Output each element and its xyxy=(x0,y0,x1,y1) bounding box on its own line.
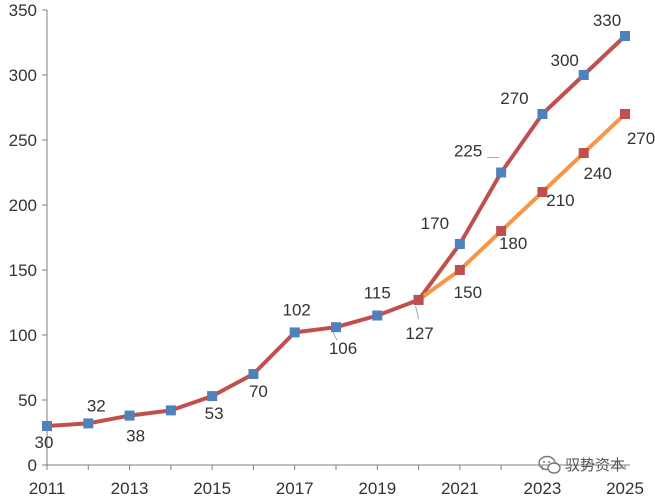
x-tick-label: 2015 xyxy=(193,479,231,498)
y-tick-label: 0 xyxy=(28,456,37,475)
series-line-1 xyxy=(46,34,627,428)
data-label: 127 xyxy=(405,324,433,343)
y-tick-label: 300 xyxy=(9,66,37,85)
y-tick-label: 250 xyxy=(9,131,37,150)
data-point-marker xyxy=(289,327,300,338)
chart-series-lines xyxy=(46,34,627,428)
data-point-marker xyxy=(496,167,507,178)
data-point-marker xyxy=(620,31,630,41)
watermark: 驭势资本 xyxy=(538,455,625,474)
data-label: 225 xyxy=(454,142,482,161)
x-tick-label: 2021 xyxy=(441,479,479,498)
data-label: 115 xyxy=(364,284,391,303)
data-label: 102 xyxy=(283,300,311,319)
data-label: 53 xyxy=(205,404,224,423)
data-point-marker xyxy=(248,369,259,379)
x-tick-label: 2025 xyxy=(606,479,644,498)
x-tick-label: 2017 xyxy=(276,479,314,498)
x-tick-label: 2019 xyxy=(358,479,396,498)
data-point-marker xyxy=(578,148,589,158)
chart-data-labels: 30 32 38 53 70 102 106 115 127 170 225 270 300 330 150… xyxy=(35,11,655,452)
data-point-marker xyxy=(83,418,94,429)
data-label: 210 xyxy=(546,191,574,210)
data-point-marker xyxy=(207,391,218,402)
data-point-marker xyxy=(537,109,548,119)
data-point-marker xyxy=(124,410,135,421)
data-point-marker xyxy=(620,109,630,119)
data-label: 38 xyxy=(126,427,145,446)
data-point-marker xyxy=(454,265,465,275)
data-label: 70 xyxy=(249,382,268,401)
data-label: 150 xyxy=(454,283,482,302)
data-point-marker xyxy=(331,322,341,333)
data-label: 300 xyxy=(551,51,579,70)
leader-line xyxy=(415,305,420,320)
data-point-marker xyxy=(578,70,589,80)
y-tick-label: 200 xyxy=(9,196,37,215)
data-label: 106 xyxy=(329,339,357,358)
data-label: 330 xyxy=(593,11,621,30)
data-label: 240 xyxy=(584,164,612,183)
series-line-2 xyxy=(417,112,627,302)
data-label: 270 xyxy=(627,129,655,148)
data-point-marker xyxy=(165,405,176,416)
leader-line xyxy=(332,331,338,341)
data-label: 170 xyxy=(421,214,449,233)
data-label: 30 xyxy=(35,433,54,452)
data-label: 180 xyxy=(499,234,527,253)
x-tick-label: 2023 xyxy=(524,479,562,498)
y-tick-label: 150 xyxy=(9,261,37,280)
y-tick-label: 350 xyxy=(9,1,37,20)
data-label: 32 xyxy=(87,396,106,415)
data-point-marker xyxy=(454,239,465,249)
data-point-marker xyxy=(42,421,52,431)
x-tick-label: 2011 xyxy=(29,479,66,498)
chart-axes: 0 50 100 150 200 250 300 350 2011 2013 2015 2017 201… xyxy=(9,1,644,498)
y-tick-label: 50 xyxy=(18,391,37,410)
data-point-marker xyxy=(496,226,507,236)
data-point-marker xyxy=(537,187,548,197)
y-tick-label: 100 xyxy=(9,326,37,345)
chart-markers xyxy=(42,31,630,431)
watermark-text: 驭势资本 xyxy=(565,457,625,474)
data-point-marker xyxy=(413,294,424,305)
data-label: 270 xyxy=(500,89,528,108)
wechat-icon xyxy=(538,455,561,474)
x-tick-label: 2013 xyxy=(111,479,149,498)
data-point-marker xyxy=(372,310,383,321)
